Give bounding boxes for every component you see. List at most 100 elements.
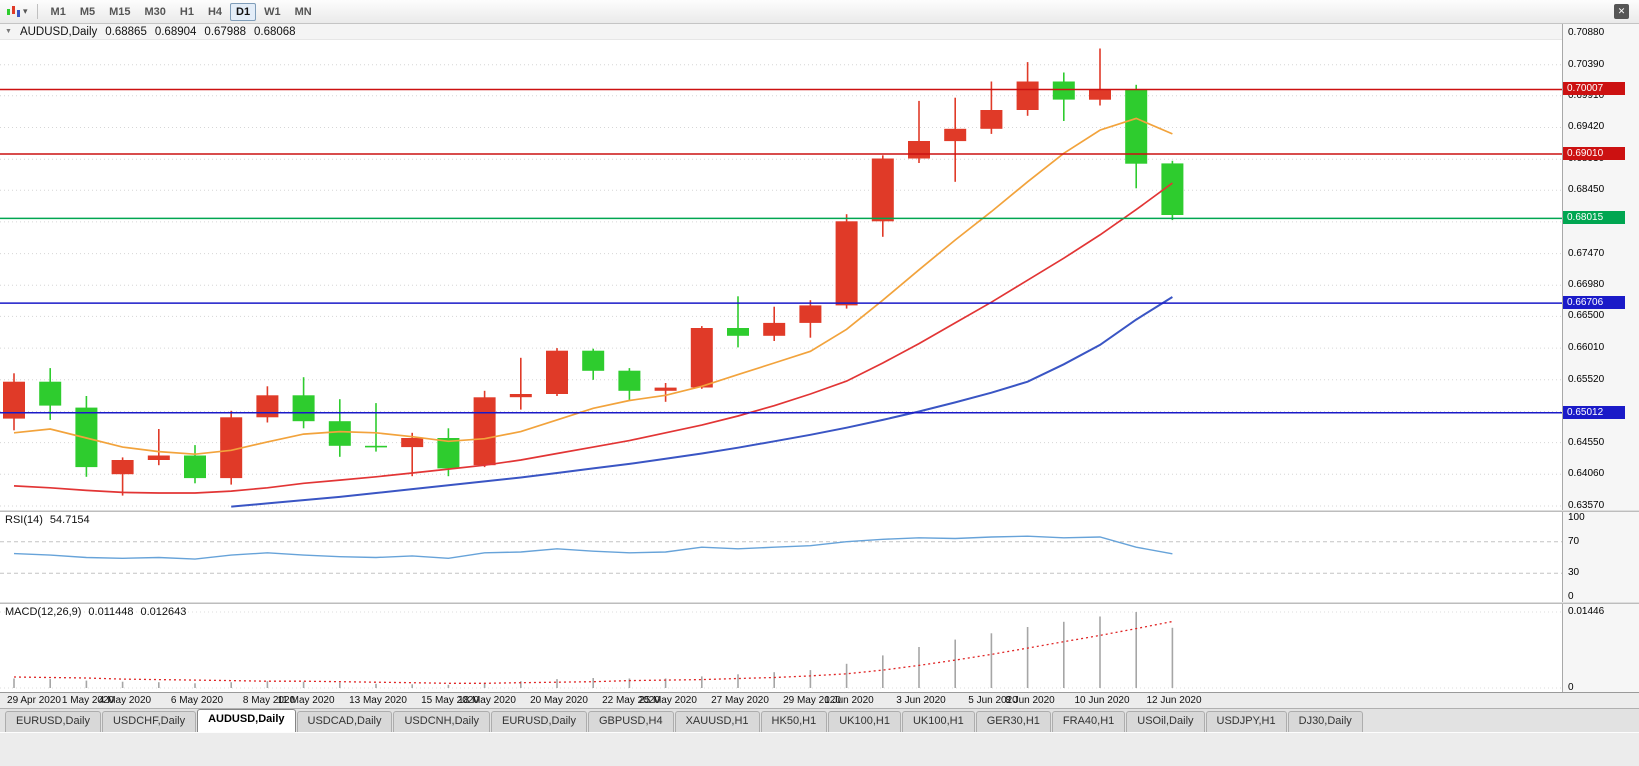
time-axis-label: 8 May 2020	[242, 695, 296, 706]
macd-axis-label: 0	[1568, 682, 1574, 692]
rsi-axis-label: 30	[1568, 567, 1580, 578]
chart-tab-usdjpy-h1[interactable]: USDJPY,H1	[1205, 711, 1287, 732]
chart-tab-uk100-h1[interactable]: UK100,H1	[901, 711, 975, 732]
chart-area: ▼ AUDUSD,Daily 0.68865 0.68904 0.67988 0…	[0, 24, 1639, 692]
time-axis-label: 25 May 2020	[639, 695, 697, 706]
chart-type-dropdown-icon[interactable]: ▾	[23, 6, 28, 16]
chart-tab-xauusd-h1[interactable]: XAUUSD,H1	[674, 711, 760, 732]
close-icon[interactable]: ✕	[1614, 4, 1629, 19]
panel-splitter[interactable]	[0, 602, 1639, 604]
price-tick-label: 0.69910	[1568, 90, 1605, 101]
chart-symbol-label: AUDUSD,Daily	[19, 25, 98, 38]
chart-tab-hk50-h1[interactable]: HK50,H1	[760, 711, 828, 732]
chart-tab-ger30-h1[interactable]: GER30,H1	[975, 711, 1051, 732]
toolbar: ▾ M1 M5 M15 M30 H1 H4 D1 W1 MN ✕	[0, 0, 1639, 24]
rsi-axis-label: 70	[1568, 536, 1580, 547]
symbol-collapse-icon[interactable]: ▼	[5, 28, 12, 35]
time-axis-label: 10 Jun 2020	[1074, 695, 1130, 706]
price-tick-label: 0.66500	[1568, 310, 1605, 321]
time-axis-label: 18 May 2020	[458, 695, 516, 706]
rsi-indicator-label: RSI(14) 54.7154	[5, 514, 90, 526]
macd-indicator-label: MACD(12,26,9) 0.011448 0.012643	[5, 606, 186, 618]
price-line-tag: 0.65012	[1563, 406, 1625, 419]
chart-title: ▼ AUDUSD,Daily 0.68865 0.68904 0.67988 0…	[0, 24, 1562, 40]
chart-tabs: EURUSD,Daily USDCHF,Daily AUDUSD,Daily USDC…	[0, 708, 1639, 732]
price-line-tag: 0.66706	[1563, 296, 1625, 309]
price-tick-label: 0.64060	[1568, 468, 1605, 479]
time-axis-label: 8 Jun 2020	[1005, 695, 1055, 706]
time-axis-label: 29 May 2020	[783, 695, 841, 706]
price-tick-label: 0.70390	[1568, 59, 1605, 70]
macd-axis-label: 0.01446	[1568, 606, 1605, 617]
timeframe-button-m5[interactable]: M5	[79, 5, 96, 18]
macd-value: 0.011448	[88, 606, 134, 618]
timeframe-buttons: M1 M5 M15 M30 H1 H4 D1 W1 MN	[44, 2, 319, 21]
timeframe-button-h1[interactable]: H1	[179, 5, 194, 18]
time-axis-label: 1 May 2020	[61, 695, 115, 706]
price-tick-label: 0.68450	[1568, 184, 1605, 195]
time-axis-label: 4 May 2020	[98, 695, 152, 706]
macd-signal-value: 0.012643	[140, 606, 187, 618]
macd-name: MACD(12,26,9)	[5, 606, 82, 618]
timeframe-button-d1[interactable]: D1	[230, 2, 257, 21]
ohlc-close-value: 0.68068	[254, 25, 296, 38]
ohlc-open-value: 0.68865	[105, 25, 147, 38]
timeframe-button-w1[interactable]: W1	[264, 5, 281, 18]
rsi-value: 54.7154	[49, 514, 90, 526]
chart-tab-fra40-h1[interactable]: FRA40,H1	[1051, 711, 1126, 732]
candlestick-chart[interactable]	[0, 24, 1562, 510]
ohlc-low-value: 0.67988	[204, 25, 246, 38]
chart-tab-dj30-daily[interactable]: DJ30,Daily	[1287, 711, 1363, 732]
timeframe-button-mn[interactable]: MN	[294, 5, 312, 18]
status-bar	[0, 732, 1639, 766]
price-line-tag: 0.68015	[1563, 211, 1625, 224]
price-line-tag: 0.69010	[1563, 147, 1625, 160]
rsi-axis-label: 100	[1568, 512, 1585, 523]
time-axis-label: 12 Jun 2020	[1146, 695, 1202, 706]
time-axis-label: 11 May 2020	[277, 695, 335, 706]
toolbar-separator	[36, 4, 38, 19]
price-axis[interactable]: 0.708800.703900.699100.694200.689300.684…	[1562, 24, 1639, 692]
timeframe-button-h4[interactable]: H4	[207, 5, 223, 18]
chart-tab-gbpusd-h4[interactable]: GBPUSD,H4	[588, 711, 674, 732]
time-axis-label: 22 May 2020	[602, 695, 660, 706]
rsi-name: RSI(14)	[5, 514, 43, 526]
time-axis-label: 5 Jun 2020	[968, 695, 1018, 706]
time-axis[interactable]: 29 Apr 2020 1 May 2020 4 May 2020 6 May 202…	[0, 692, 1639, 708]
candlestick-chart-icon[interactable]	[6, 5, 21, 18]
price-tick-label: 0.64550	[1568, 437, 1605, 448]
timeframe-button-m1[interactable]: M1	[50, 5, 66, 18]
chart-tab-usdchf-daily[interactable]: USDCHF,Daily	[101, 711, 197, 732]
panel-splitter[interactable]	[0, 510, 1639, 512]
chart-tab-eurusd-daily[interactable]: EURUSD,Daily	[5, 711, 101, 732]
chart-tab-eurusd-daily[interactable]: EURUSD,Daily	[491, 711, 587, 732]
price-tick-label: 0.63570	[1568, 500, 1605, 511]
price-tick-label: 0.65520	[1568, 374, 1605, 385]
ohlc-high-value: 0.68904	[154, 25, 197, 38]
time-axis-label: 3 Jun 2020	[896, 695, 946, 706]
time-axis-label: 15 May 2020	[421, 695, 479, 706]
time-axis-label: 20 May 2020	[530, 695, 588, 706]
chart-tab-audusd-daily[interactable]: AUDUSD,Daily	[197, 709, 296, 732]
chart-tab-usdcnh-daily[interactable]: USDCNH,Daily	[393, 711, 491, 732]
price-tick-label: 0.69420	[1568, 121, 1605, 132]
chart-tab-uk100-h1[interactable]: UK100,H1	[828, 711, 901, 732]
chart-tab-usoil-daily[interactable]: USOil,Daily	[1126, 711, 1205, 732]
time-axis-label: 6 May 2020	[170, 695, 224, 706]
time-axis-label: 29 Apr 2020	[7, 695, 61, 706]
price-tick-label: 0.70880	[1568, 27, 1605, 38]
timeframe-button-m30[interactable]: M30	[144, 5, 166, 18]
macd-chart[interactable]	[0, 604, 1562, 692]
price-line-tag: 0.70007	[1563, 82, 1625, 95]
rsi-axis-label: 0	[1568, 591, 1574, 602]
timeframe-button-m15[interactable]: M15	[109, 5, 131, 18]
chart-tab-usdcad-daily[interactable]: USDCAD,Daily	[296, 711, 393, 732]
price-tick-label: 0.66980	[1568, 279, 1605, 290]
rsi-chart[interactable]	[0, 512, 1562, 602]
time-axis-label: 13 May 2020	[349, 695, 407, 706]
time-axis-label: 1 Jun 2020	[824, 695, 874, 706]
price-tick-label: 0.66010	[1568, 342, 1605, 353]
price-tick-label: 0.67470	[1568, 248, 1605, 259]
time-axis-label: 27 May 2020	[711, 695, 769, 706]
